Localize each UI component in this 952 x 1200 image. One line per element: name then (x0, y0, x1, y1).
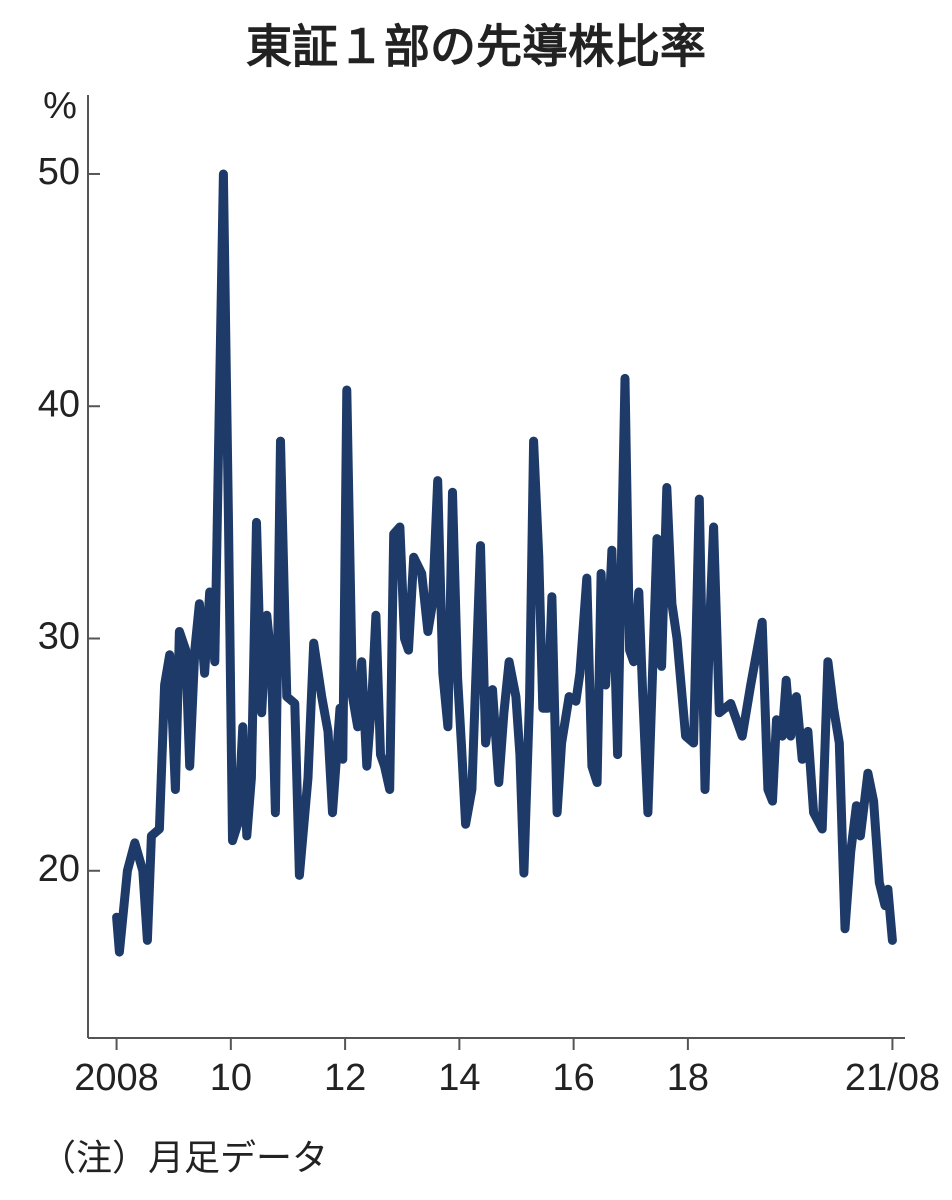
y-tick-label: 20 (38, 848, 80, 890)
y-tick-label: 50 (38, 151, 80, 193)
x-tick-label: 21/08 (845, 1057, 940, 1099)
x-tick-label: 2008 (74, 1057, 159, 1099)
note: （注）月足データ (40, 1138, 328, 1179)
x-tick-label: 12 (324, 1057, 366, 1099)
chart-title: 東証１部の先導株比率 (246, 20, 706, 74)
y-tick-label: 30 (38, 616, 80, 658)
y-axis-label: % (43, 85, 77, 127)
x-tick-label: 16 (552, 1057, 594, 1099)
y-tick-label: 40 (38, 383, 80, 425)
x-tick-label: 18 (667, 1057, 709, 1099)
x-tick-label: 10 (210, 1057, 252, 1099)
x-tick-label: 14 (438, 1057, 480, 1099)
data-line (112, 169, 897, 957)
